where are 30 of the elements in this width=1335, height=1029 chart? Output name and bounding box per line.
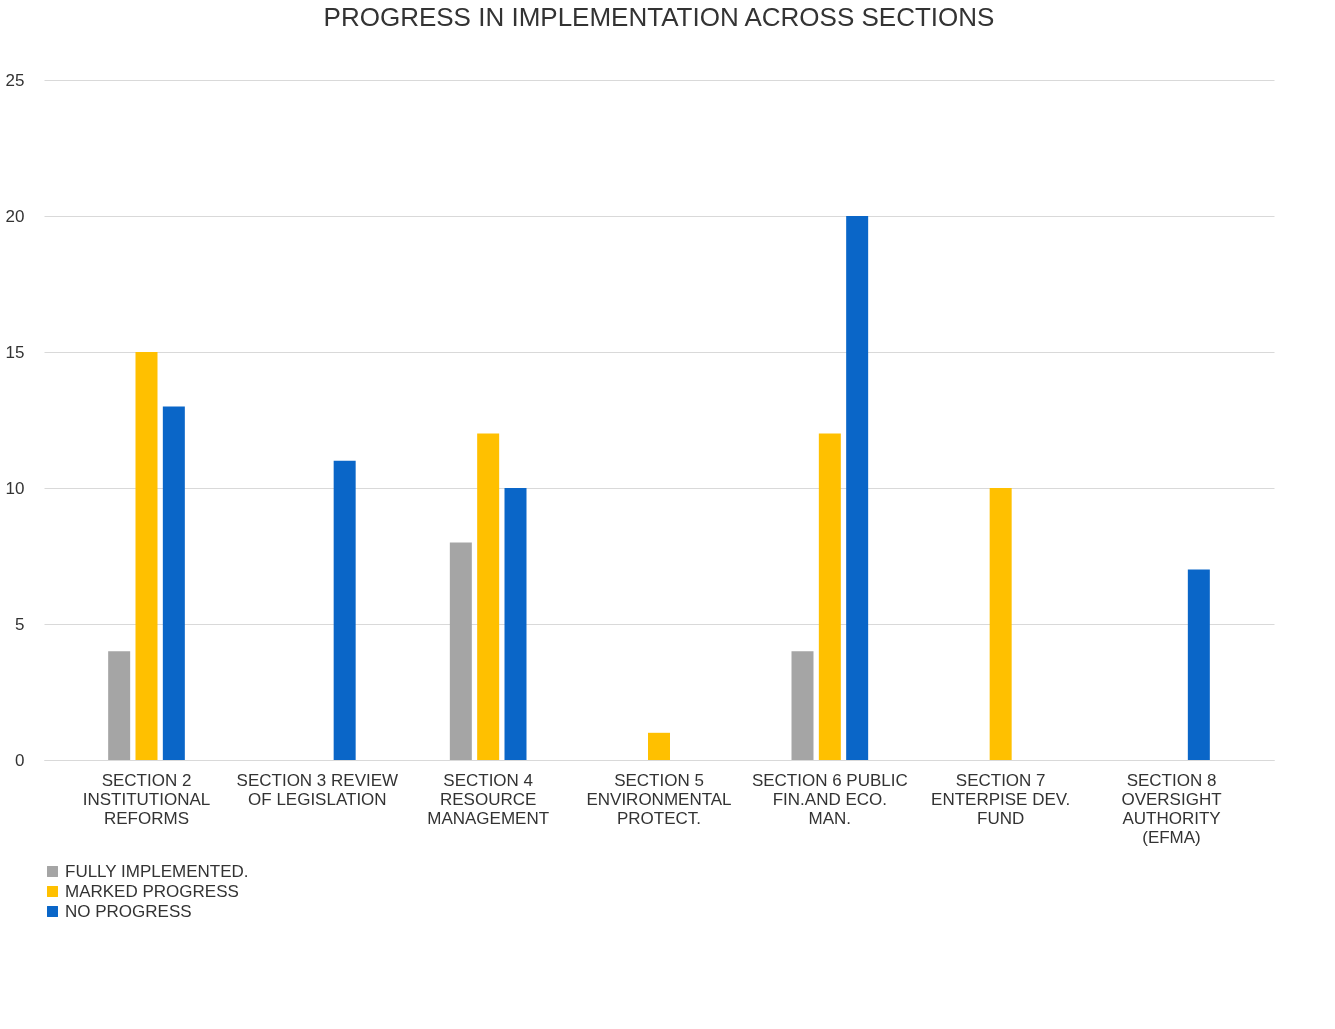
x-tick-label: SECTION 5 ENVIRONMENTAL PROTECT. — [586, 770, 732, 828]
bar — [504, 488, 527, 760]
x-tick-label: SECTION 3 REVIEW OF LEGISLATION — [236, 770, 399, 809]
bar — [108, 651, 131, 760]
bar — [477, 433, 500, 760]
bar — [818, 433, 841, 760]
y-tick-label: 0 — [15, 750, 25, 770]
legend-label: MARKED PROGRESS — [65, 881, 239, 901]
y-tick-label: 15 — [5, 342, 25, 362]
x-tick-label: SECTION 2 INSTITUTIONAL REFORMS — [82, 770, 211, 828]
x-tick-label: SECTION 4 RESOURCE MANAGEMENT — [427, 770, 550, 828]
bar — [135, 352, 158, 760]
x-tick-label: SECTION 8 OVERSIGHT AUTHORITY (EFMA) — [1121, 770, 1222, 847]
x-tick-label: SECTION 7 ENTERPISE DEV. FUND — [931, 770, 1071, 828]
legend-label: FULLY IMPLEMENTED. — [65, 861, 249, 881]
bar — [333, 460, 356, 760]
y-tick-label: 10 — [5, 478, 25, 498]
bar — [989, 488, 1012, 760]
y-tick-label: 20 — [5, 206, 25, 226]
x-tick-label: SECTION 6 PUBLIC FIN.AND ECO. MAN. — [751, 770, 908, 828]
legend-label: NO PROGRESS — [65, 901, 192, 921]
bar — [1187, 569, 1210, 760]
y-tick-label: 5 — [15, 614, 25, 634]
bar — [449, 542, 472, 760]
y-tick-label: 25 — [5, 70, 25, 90]
bar — [791, 651, 814, 760]
bar — [648, 732, 670, 760]
bar — [846, 216, 869, 760]
chart-title: PROGRESS IN IMPLEMENTATION ACROSS SECTIONS — [323, 2, 995, 32]
bar — [162, 406, 185, 760]
